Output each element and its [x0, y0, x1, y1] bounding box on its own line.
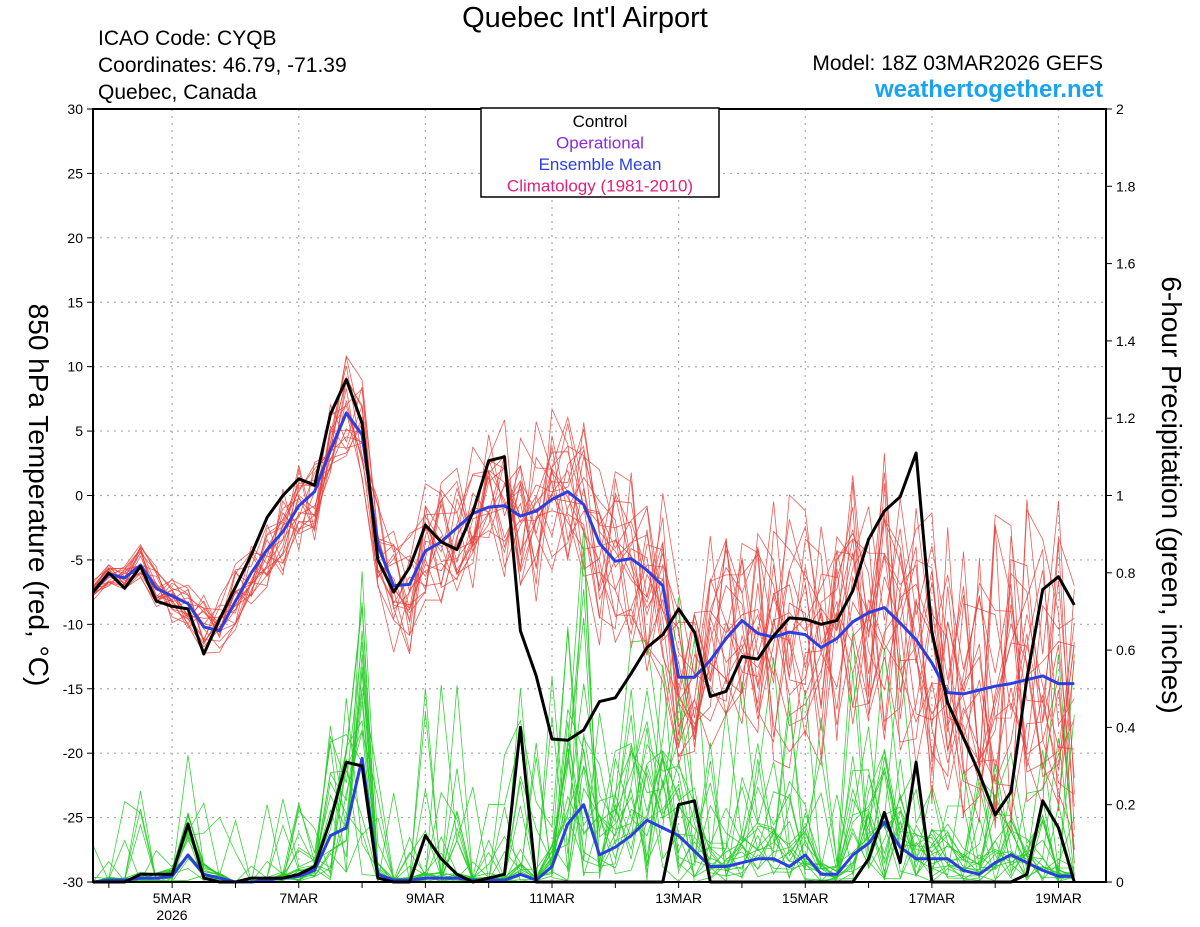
y-tick-label: 25: [67, 165, 83, 181]
temperature-member-line: [92, 428, 1075, 773]
legend-entry: Climatology (1981-2010): [507, 177, 693, 196]
legend: Control Operational Ensemble Mean Climatolo…: [480, 107, 720, 198]
y-tick-label: 15: [67, 294, 83, 310]
temperature-member-line: [92, 355, 1075, 833]
temperature-member-line: [92, 376, 1075, 814]
y2-tick-label: 1: [1116, 488, 1124, 504]
control-temperature-line: [91, 378, 1076, 817]
y2-tick-label: 0.2: [1116, 797, 1136, 813]
y-tick-label: -5: [71, 552, 84, 568]
ensemble-members: [92, 355, 1075, 884]
x-tick-label: 17MAR: [909, 890, 956, 906]
left-axis-ticks: -30 -25 -20 -15 -10 -5 0 5 10 15 20 25 30: [63, 101, 93, 890]
y-tick-label: 30: [67, 101, 83, 117]
grid-lines: [93, 109, 1106, 882]
legend-entry: Control: [573, 112, 628, 131]
y-tick-label: 20: [67, 230, 83, 246]
x-tick-label: 11MAR: [529, 890, 575, 906]
temperature-member-line: [92, 356, 1075, 864]
y-tick-label: -15: [63, 681, 83, 697]
coordinates: Coordinates: 46.79, -71.39: [98, 54, 347, 77]
temperature-member-line: [92, 405, 1075, 850]
y2-tick-label: 0.4: [1116, 719, 1136, 735]
y2-axis-label: 6-hour Precipitation (green, inches): [1156, 276, 1187, 713]
x-tick-label: 5MAR: [153, 890, 192, 906]
y2-tick-label: 1.8: [1116, 178, 1136, 194]
x-tick-label: 19MAR: [1035, 890, 1082, 906]
y-tick-label: 10: [67, 359, 83, 375]
icao-code: ICAO Code: CYQB: [98, 27, 277, 50]
ensemble-mean-temperature-line: [91, 411, 1075, 696]
temperature-member-line: [92, 388, 1075, 829]
legend-box: [480, 107, 720, 198]
y2-tick-label: 0.8: [1116, 565, 1136, 581]
y-tick-label: -20: [63, 745, 83, 761]
y-tick-label: 0: [75, 488, 83, 504]
y2-tick-label: 0: [1116, 874, 1124, 890]
y-tick-label: 5: [75, 423, 83, 439]
x-tick-label: 13MAR: [655, 890, 702, 906]
x-tick-label: 9MAR: [406, 890, 445, 906]
chart-title: Quebec Int'l Airport: [462, 2, 708, 34]
x-axis-ticks: 5MAR 7MAR 9MAR 11MAR 13MAR 15MAR 17MAR 19MAR: [108, 882, 1082, 906]
y2-tick-label: 2: [1116, 101, 1124, 117]
x-tick-label: 7MAR: [279, 890, 318, 906]
y-tick-label: -30: [63, 874, 83, 890]
x-year-label: 2026: [156, 907, 187, 923]
y-tick-label: -10: [63, 616, 83, 632]
x-tick-label: 15MAR: [782, 890, 829, 906]
y2-tick-label: 1.4: [1116, 333, 1136, 349]
precip-member-line: [92, 654, 1075, 883]
site-link[interactable]: weathertogether.net: [874, 76, 1103, 103]
right-axis-ticks: 0 0.2 0.4 0.6 0.8 1 1.2 1.4 1.6 1.8 2: [1106, 101, 1136, 890]
y2-tick-label: 0.6: [1116, 642, 1136, 658]
y2-tick-label: 1.6: [1116, 256, 1136, 272]
precip-member-line: [92, 571, 1075, 883]
y-axis-label: 850 hPa Temperature (red, °C): [23, 304, 54, 687]
y-tick-label: -25: [63, 810, 83, 826]
y2-tick-label: 1.2: [1116, 410, 1136, 426]
temperature-member-line: [92, 407, 1075, 850]
legend-entry: Ensemble Mean: [539, 155, 662, 174]
temperature-member-line: [92, 442, 1075, 783]
ensemble-mean-precip-line: [92, 756, 1075, 884]
legend-entry: Operational: [556, 134, 644, 153]
model-run: Model: 18Z 03MAR2026 GEFS: [812, 52, 1103, 75]
location: Quebec, Canada: [98, 81, 257, 104]
